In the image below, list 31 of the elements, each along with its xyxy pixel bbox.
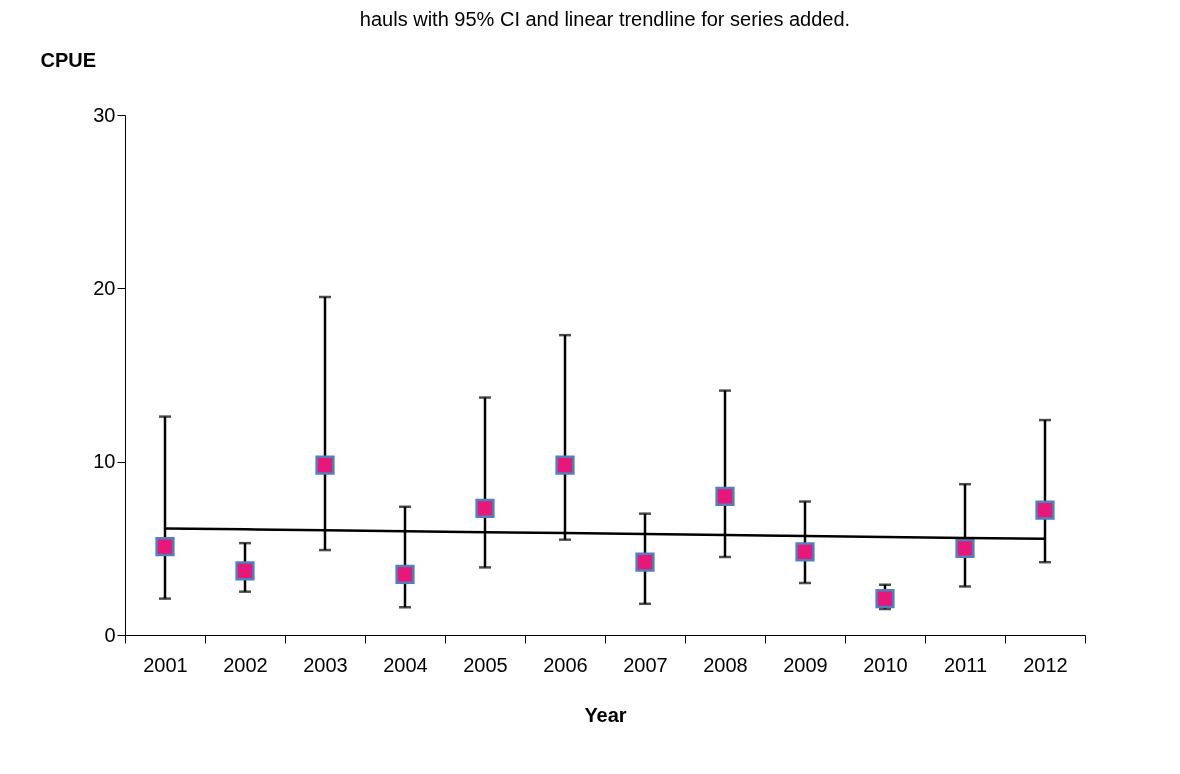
point (475, 498, 495, 519)
point (635, 552, 655, 572)
x-tick-label: 2007 (623, 653, 668, 676)
y-tick-label: 20 (93, 276, 116, 299)
x-axis-title: Year (584, 703, 627, 726)
chart-title: hauls with 95% CI and linear trendline for series added. (359, 8, 851, 30)
point (715, 486, 735, 506)
point (155, 536, 175, 557)
y-tick-label: 0 (104, 623, 116, 646)
point (795, 542, 815, 562)
x-tick-label: 2005 (463, 653, 508, 676)
point (555, 455, 575, 475)
y-tick-label: 30 (93, 103, 116, 126)
x-tick-label: 2010 (863, 653, 908, 676)
point (1035, 500, 1055, 520)
point (235, 561, 255, 581)
x-tick-label: 2012 (1023, 653, 1068, 676)
y-axis-title: CPUE (40, 48, 97, 71)
x-tick-label: 2004 (383, 653, 428, 676)
x-tick-label: 2001 (143, 653, 188, 676)
y-tick-label: 10 (93, 450, 116, 473)
point (315, 455, 335, 475)
x-tick-label: 2011 (943, 653, 988, 676)
x-tick-label: 2003 (303, 653, 348, 676)
point (875, 588, 895, 609)
point (395, 564, 415, 584)
x-tick-label: 2008 (703, 653, 748, 676)
point (955, 538, 975, 558)
x-tick-label: 2002 (223, 653, 268, 676)
x-tick-label: 2009 (783, 653, 828, 676)
x-tick-label: 2006 (543, 653, 588, 676)
